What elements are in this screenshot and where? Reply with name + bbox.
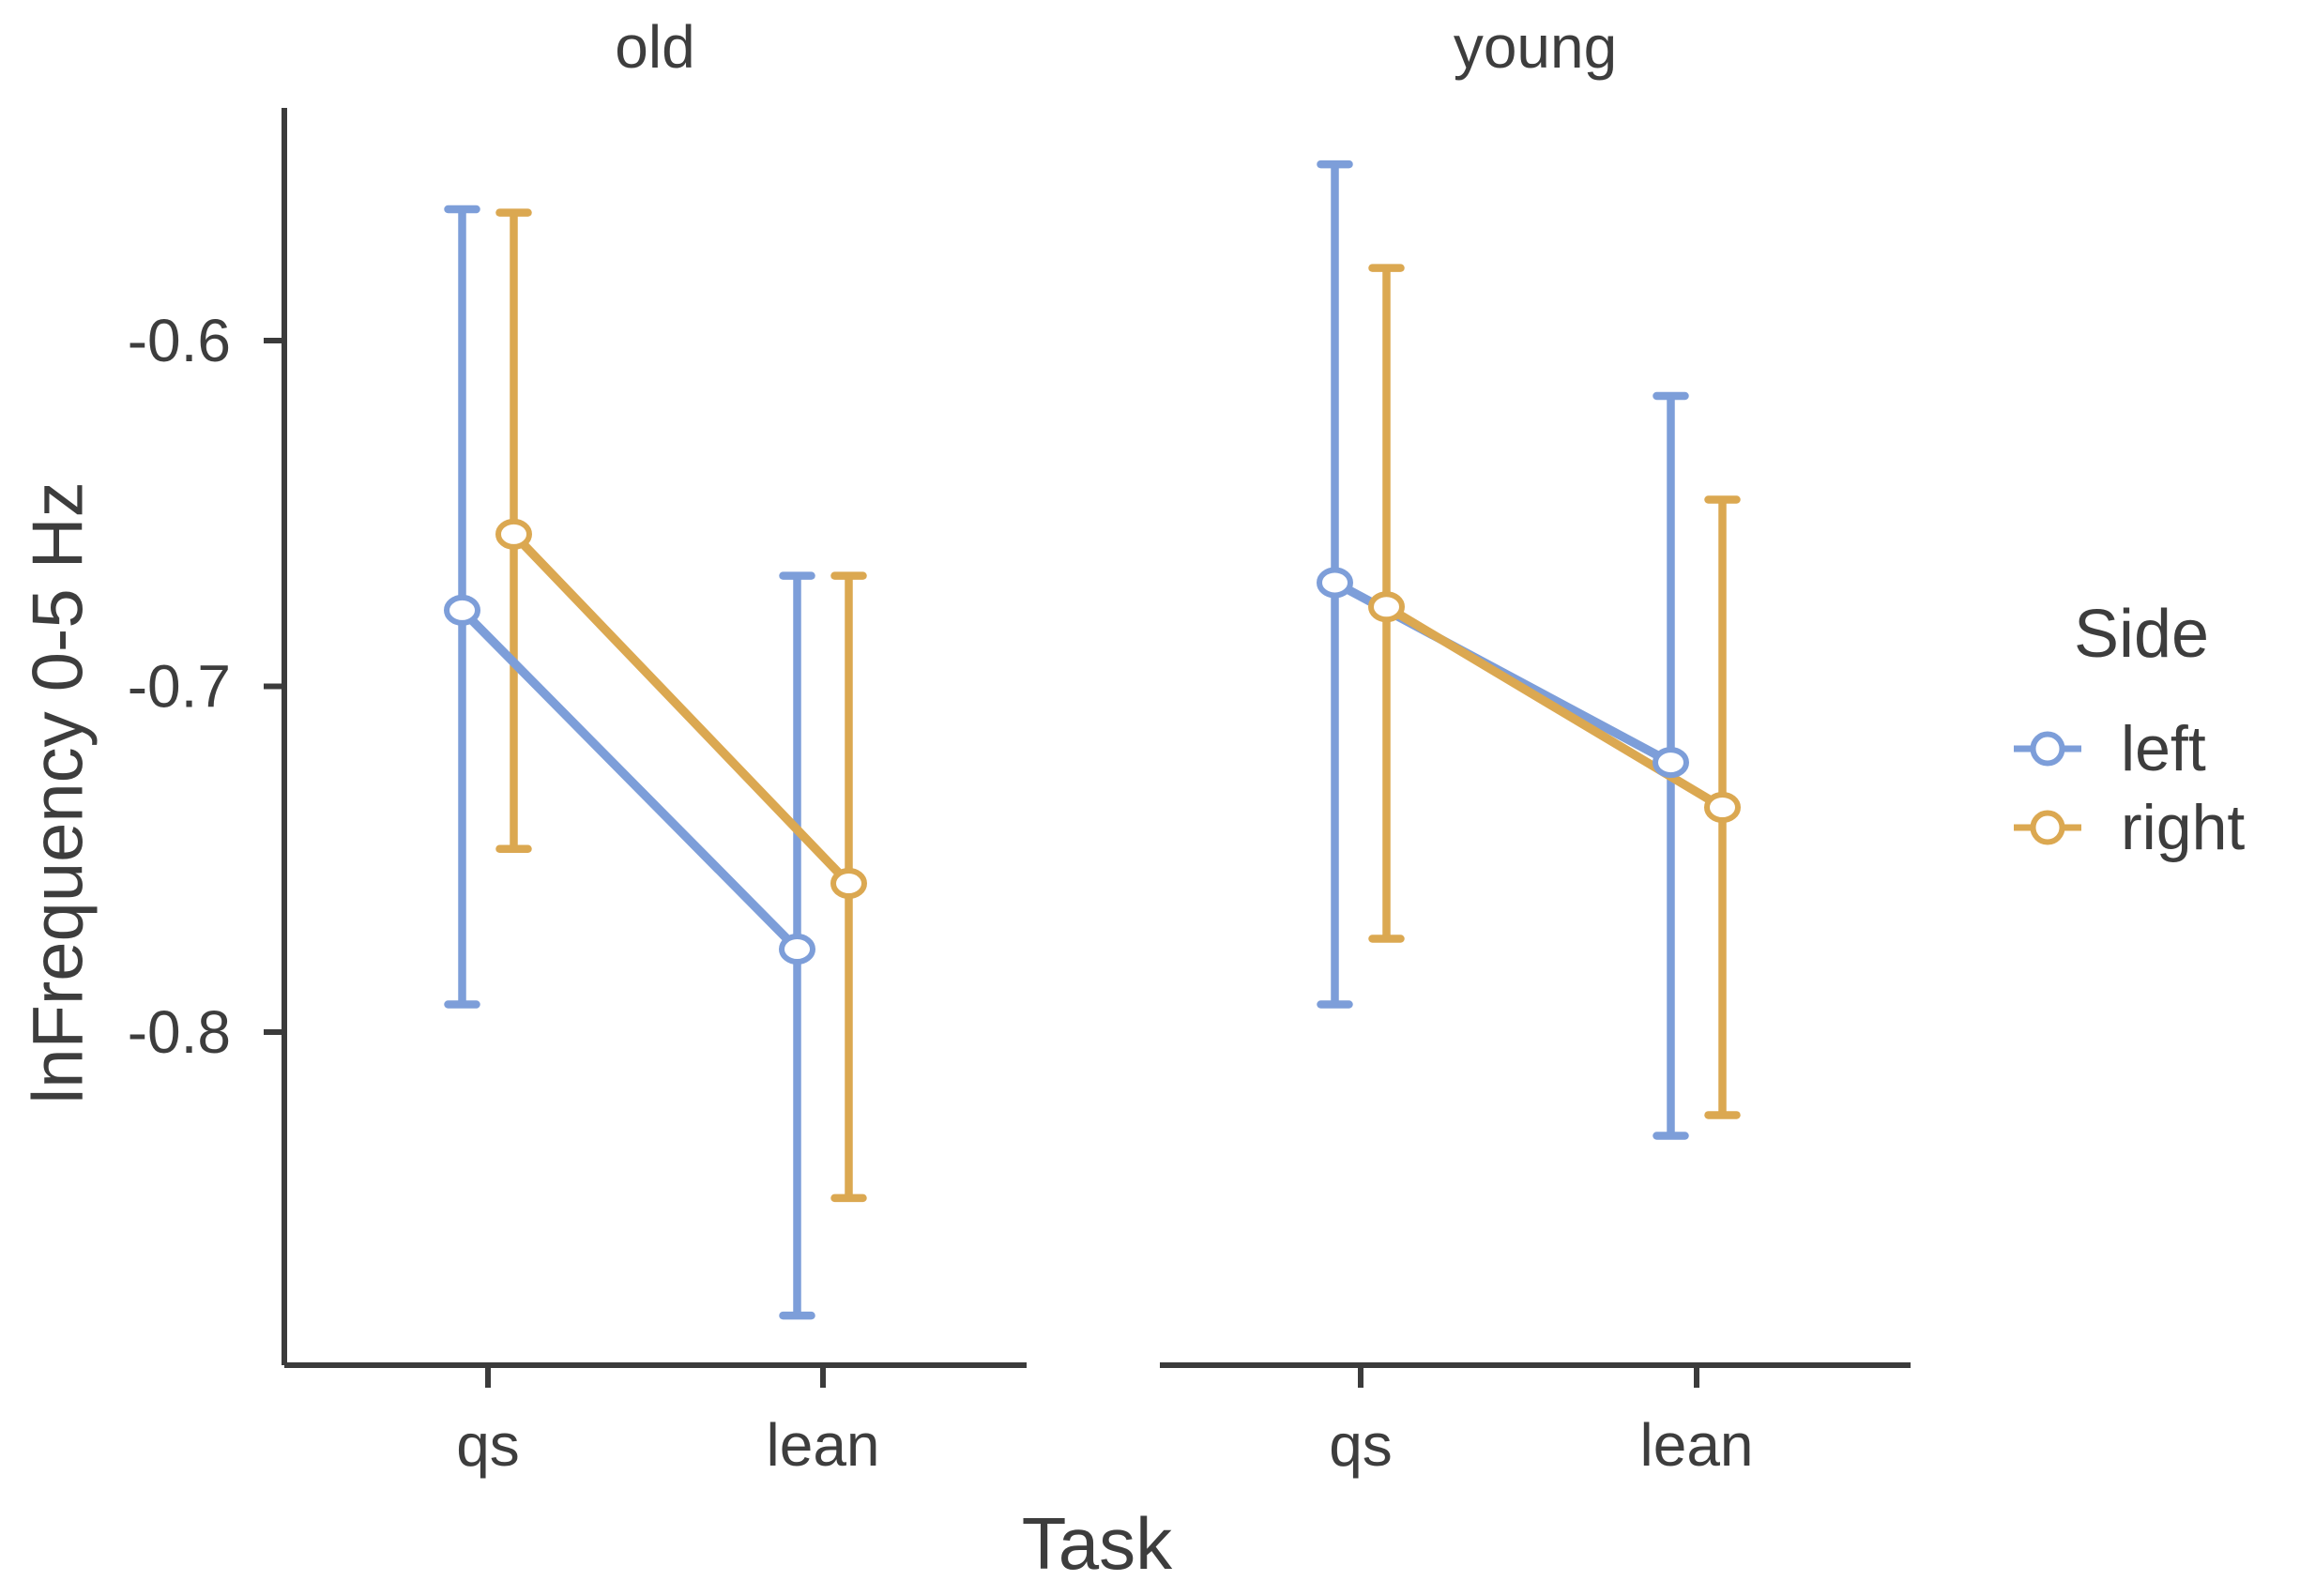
legend-key-marker (2030, 810, 2065, 845)
series-line (510, 531, 852, 887)
legend-item-label: left (2121, 713, 2206, 784)
point-marker (495, 518, 532, 550)
x-tick-label: lean (767, 1411, 880, 1479)
point-marker (444, 594, 480, 626)
x-axis-title: Task (1022, 1502, 1173, 1585)
point-marker (1368, 591, 1405, 623)
facet-title: old (615, 13, 694, 81)
facet-title: young (1454, 13, 1617, 81)
y-tick-label: -0.8 (128, 998, 231, 1066)
point-marker (1317, 567, 1353, 599)
y-axis-title: lnFrequency 0-5 Hz (19, 481, 99, 1103)
x-tick-label: qs (1329, 1411, 1393, 1479)
point-marker (1653, 747, 1689, 779)
y-tick-label: -0.7 (128, 653, 231, 721)
point-marker (779, 934, 815, 965)
x-tick-label: qs (456, 1411, 520, 1479)
legend-title: Side (2074, 597, 2209, 672)
series-line (459, 607, 800, 952)
legend-key-marker (2030, 731, 2065, 767)
x-tick-label: lean (1640, 1411, 1754, 1479)
point-marker (830, 868, 867, 900)
point-marker (1704, 791, 1741, 823)
y-tick-label: -0.6 (128, 307, 231, 374)
legend-item-label: right (2121, 792, 2245, 863)
